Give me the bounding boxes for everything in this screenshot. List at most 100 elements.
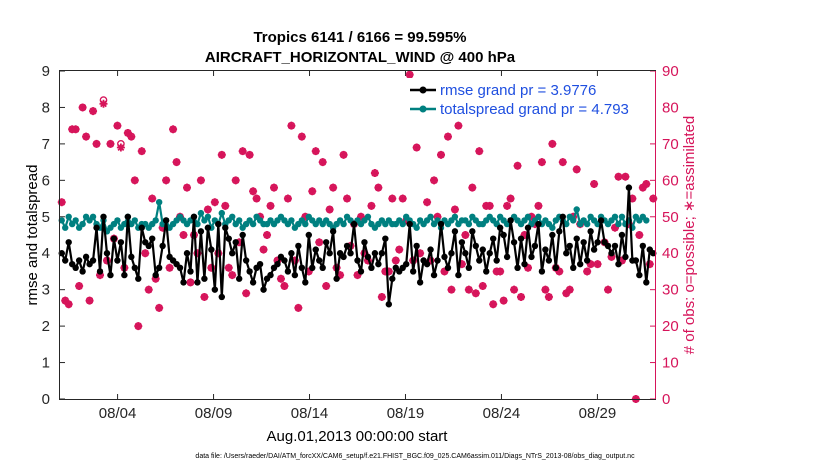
obs-assimilated-marker [464, 285, 473, 294]
obs-assimilated-marker [127, 132, 136, 141]
plot-area [59, 70, 656, 400]
obs-assimilated-marker [583, 267, 592, 276]
obs-assimilated-marker [322, 282, 331, 291]
obs-assimilated-marker [290, 256, 299, 265]
obs-assimilated-marker [635, 231, 644, 239]
obs-assimilated-marker [294, 303, 303, 312]
rmse-point [455, 271, 462, 279]
obs-assimilated-marker [276, 274, 285, 283]
obs-assimilated-marker [478, 282, 487, 291]
rmse-point [343, 242, 351, 250]
obs-assimilated-marker [102, 256, 111, 265]
y-left-tick-label: 2 [42, 318, 50, 335]
obs-assimilated-marker [221, 201, 230, 210]
totalspread-point [65, 213, 72, 220]
obs-assimilated-marker [499, 296, 508, 305]
obs-assimilated-marker [423, 198, 432, 207]
x-tick-label: 08/14 [291, 405, 329, 422]
rmse-point [430, 271, 438, 279]
rmse-point [483, 268, 490, 275]
rmse-point [155, 264, 163, 271]
y-right-tick-label: 90 [662, 63, 679, 80]
rmse-point [375, 260, 382, 268]
rmse-point [552, 264, 560, 271]
y-left-tick-label: 4 [42, 245, 50, 262]
rmse-point [215, 220, 222, 228]
obs-assimilated-marker [558, 158, 567, 167]
footer-data-file: data file: /Users/raeder/DAI/ATM_forcXX/… [195, 453, 635, 460]
obs-assimilated-marker [162, 176, 171, 185]
rmse-point [72, 264, 79, 271]
obs-assimilated-marker [607, 252, 616, 261]
totalspread-point [194, 220, 201, 228]
obs-assimilated-marker [242, 289, 251, 298]
rmse-point [409, 268, 417, 275]
obs-assimilated-marker [186, 278, 195, 287]
rmse-point [89, 257, 97, 264]
obs-assimilated-marker [231, 176, 240, 185]
y-right-tick-label: 80 [662, 99, 679, 116]
obs-assimilated-marker [520, 231, 529, 239]
y-right-tick-label: 40 [662, 245, 679, 262]
obs-assimilated-marker [141, 249, 150, 258]
obs-assimilated-marker [315, 238, 324, 247]
rmse-point [451, 228, 459, 235]
obs-assimilated-marker [530, 220, 539, 229]
rmse-point [458, 239, 466, 246]
obs-assimilated-marker [426, 256, 435, 265]
rmse-point [222, 224, 229, 231]
obs-assimilated-marker [506, 194, 515, 203]
obs-assimilated-marker [217, 150, 226, 159]
obs-assimilated-marker [238, 147, 247, 156]
obs-assimilated-marker [565, 285, 574, 294]
obs-assimilated-marker [562, 289, 571, 298]
y-right-tick-label: 30 [662, 282, 679, 299]
rmse-point [225, 235, 232, 242]
rmse-point [434, 257, 441, 264]
rmse-point [354, 257, 361, 264]
rmse-point [476, 257, 483, 264]
obs-assimilated-marker [377, 292, 386, 301]
obs-assimilated-marker [489, 300, 498, 309]
rmse-point [423, 260, 431, 268]
totalspread-point [62, 224, 69, 231]
totalspread-point [288, 217, 295, 224]
obs-assimilated-marker [440, 267, 449, 276]
rmse-point [576, 260, 584, 268]
rmse-point [549, 231, 556, 239]
legend-box [405, 78, 655, 120]
rmse-point [103, 250, 111, 257]
rmse-point [65, 239, 72, 246]
obs-assimilated-marker [304, 267, 313, 276]
obs-assimilated-marker [471, 289, 480, 298]
totalspread-point [152, 217, 159, 224]
obs-assimilated-marker [82, 132, 91, 141]
obs-assimilated-marker [450, 205, 459, 214]
obs-assimilated-marker [61, 296, 70, 305]
obs-assimilated-marker [214, 249, 223, 258]
rmse-point [611, 242, 619, 250]
rmse-point [152, 271, 159, 279]
rmse-point [128, 253, 135, 261]
obs-assimilated-marker [638, 183, 647, 192]
totalspread-point [611, 213, 619, 220]
obs-assimilated-marker [78, 103, 87, 112]
obs-assimilated-marker [89, 107, 98, 116]
obs-assimilated-marker [513, 161, 522, 170]
obs-assimilated-marker [384, 267, 393, 276]
rmse-point [256, 260, 264, 268]
legend-spread-marker [419, 105, 427, 113]
obs-assimilated-marker [624, 220, 633, 229]
obs-assimilated-marker [604, 285, 613, 294]
obs-assimilated-marker [134, 322, 143, 331]
rmse-point [249, 279, 257, 286]
rmse-point [486, 250, 493, 257]
rmse-point [441, 253, 448, 261]
obs-assimilated-marker [259, 245, 268, 254]
rmse-point [531, 242, 539, 250]
obs-assimilated-marker [165, 263, 174, 272]
totalspread-point [218, 209, 225, 217]
obs-assimilated-marker [113, 121, 122, 130]
obs-assimilated-marker [527, 212, 536, 221]
rmse-point [566, 242, 573, 250]
